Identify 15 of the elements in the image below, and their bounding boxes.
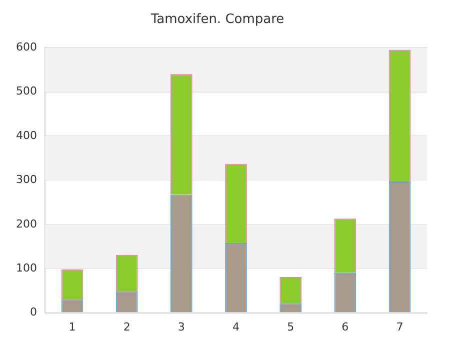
y-tick-label: 300: [16, 173, 37, 186]
y-tick-label: 100: [16, 261, 37, 274]
y-tick-label: 500: [16, 84, 37, 98]
x-tick-label: 7: [396, 320, 404, 334]
x-tick-label: 3: [178, 320, 185, 334]
chart-title: Tamoxifen. Compare: [150, 12, 284, 28]
x-tick-label: 1: [68, 320, 76, 334]
x-tick-label: 4: [232, 320, 240, 334]
x-tick-label: 2: [123, 320, 130, 334]
y-tick-label: 200: [16, 217, 37, 230]
y-tick-label: 400: [16, 128, 37, 142]
x-tick-label: 5: [287, 320, 294, 334]
y-tick-label: 0: [30, 306, 37, 319]
x-tick-label: 6: [342, 320, 349, 334]
y-tick-label: 600: [16, 40, 37, 54]
